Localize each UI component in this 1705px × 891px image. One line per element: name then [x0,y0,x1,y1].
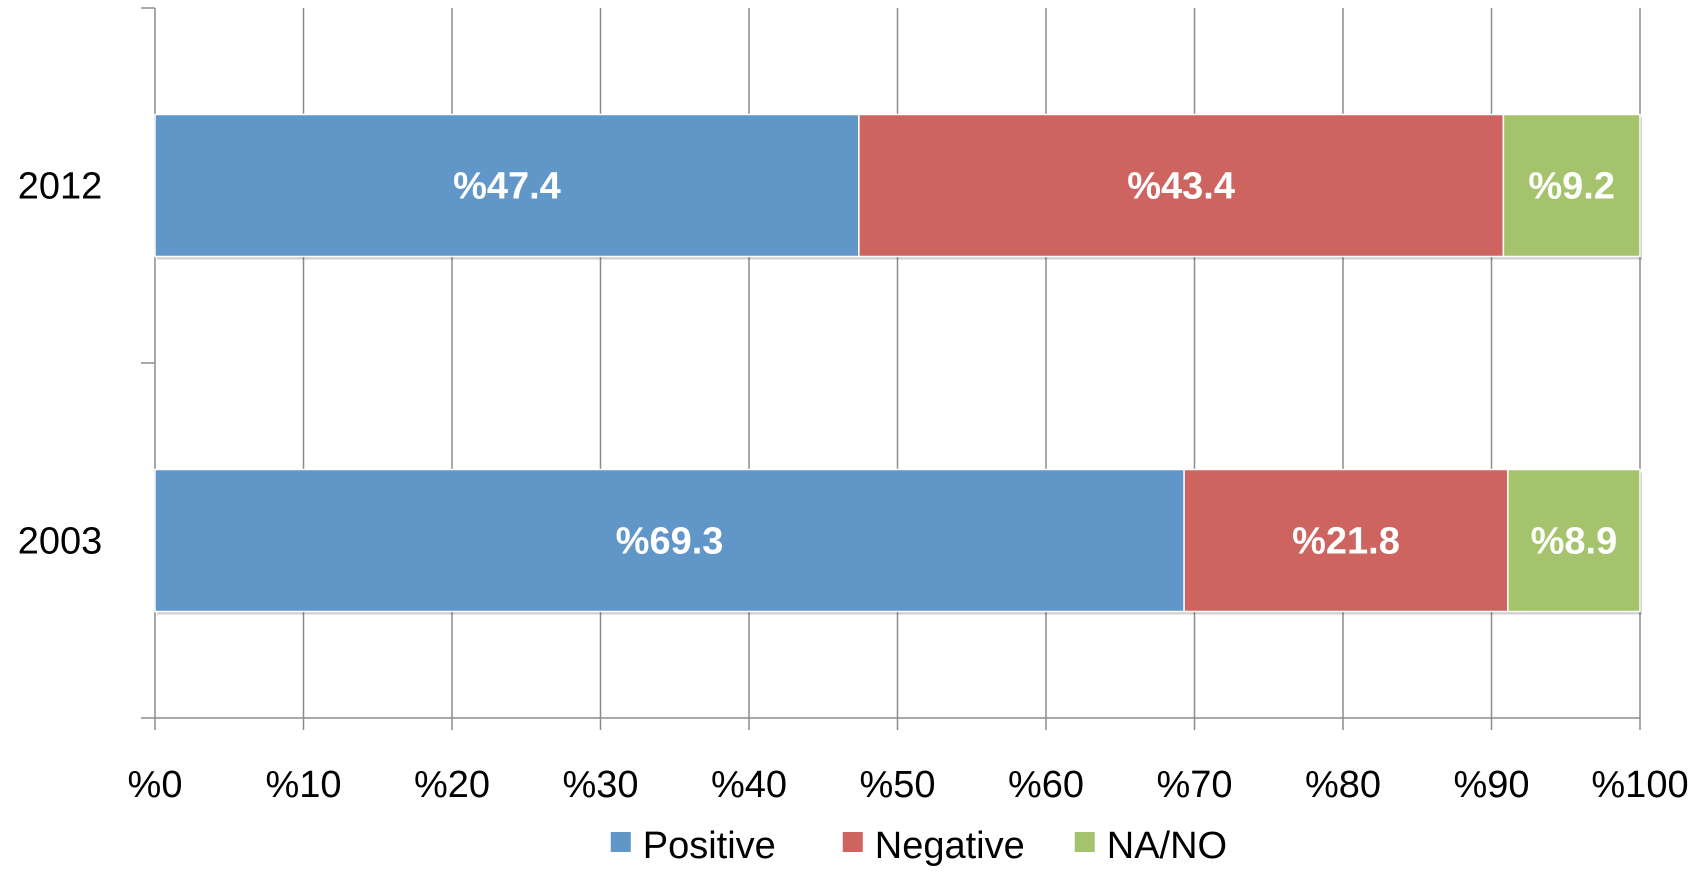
legend-label: Negative [875,825,1025,867]
x-tick-label: %70 [1156,764,1232,806]
legend-label: Positive [643,825,776,867]
data-label: %47.4 [453,166,561,208]
bar-positive-2012[interactable] [154,113,860,258]
x-tick-label: %80 [1305,764,1381,806]
data-label: %21.8 [1292,521,1400,563]
x-tick-label: %90 [1453,764,1529,806]
x-tick-label: %50 [859,764,935,806]
x-tick-label: %10 [265,764,341,806]
data-label: %8.9 [1531,521,1618,563]
x-tick-label: %30 [562,764,638,806]
bar-negative-2003[interactable] [1183,468,1509,613]
bar-na-no-2012[interactable] [1502,113,1641,258]
x-tick-label: %60 [1008,764,1084,806]
legend[interactable]: Positive Negative NA/NO [610,825,1227,867]
category-label-2012: 2012 [18,166,103,208]
data-label: %69.3 [616,521,724,563]
legend-swatch [610,832,631,852]
x-tick-label: %20 [414,764,490,806]
x-tick-label: %100 [1591,764,1688,806]
data-label: %43.4 [1127,166,1235,208]
legend-item-negative[interactable]: Negative [842,825,1025,867]
data-labels: %47.4 %43.4 %9.2 %69.3 %21.8 %8.9 [453,166,1617,563]
y-axis-category-labels: 2012 2003 [18,166,103,563]
x-tick-label: %40 [711,764,787,806]
bar-positive-2003[interactable] [154,468,1185,613]
bar-na-no-2003[interactable] [1507,468,1641,613]
bars [154,113,1642,615]
legend-swatch [842,832,863,852]
x-tick-label: %0 [128,764,183,806]
legend-item-na-no[interactable]: NA/NO [1074,825,1227,867]
legend-item-positive[interactable]: Positive [610,825,776,867]
data-label: %9.2 [1528,166,1615,208]
legend-swatch [1074,832,1095,852]
legend-label: NA/NO [1107,825,1227,867]
x-axis-tick-labels: %0 %10 %20 %30 %40 %50 %60 %70 %80 %90 %100 [128,764,1689,806]
bar-negative-2012[interactable] [858,113,1505,258]
category-label-2003: 2003 [18,521,103,563]
